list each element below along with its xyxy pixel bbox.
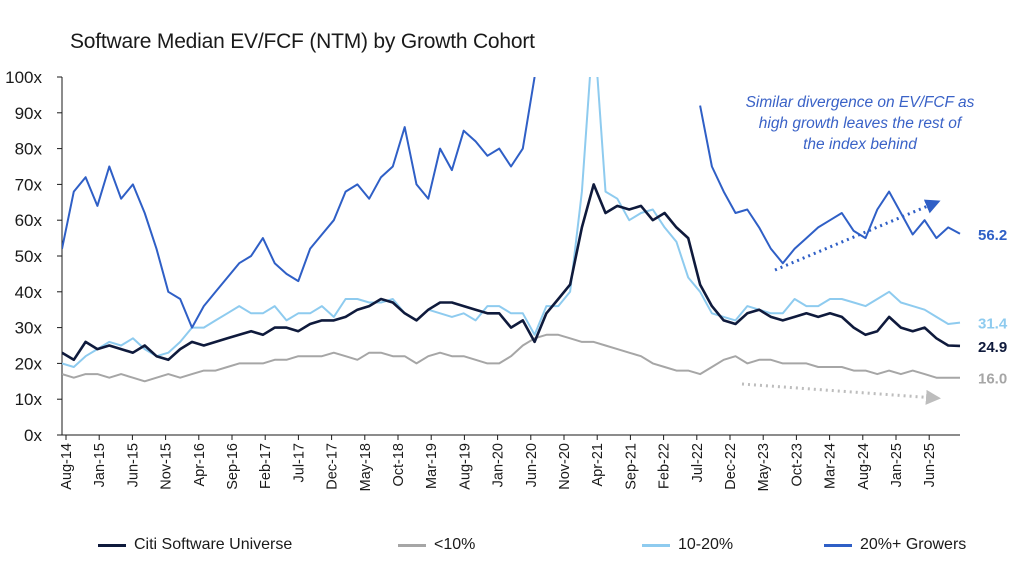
y-tick-label: 100x (5, 68, 42, 87)
x-tick-label: Jun-20 (524, 443, 540, 487)
legend-item: <10% (398, 535, 475, 555)
legend-item: 20%+ Growers (824, 535, 966, 555)
legend-item: Citi Software Universe (98, 535, 292, 555)
legend-label: <10% (434, 536, 476, 553)
end-labels: 24.9 16.0 31.4 56.2 (978, 227, 1008, 388)
x-tick-label: Apr-21 (590, 443, 606, 487)
legend-label: 20%+ Growers (860, 536, 967, 553)
x-tick-label: Dec-17 (325, 443, 341, 490)
end-label: 31.4 (978, 316, 1008, 333)
end-label: 24.9 (978, 339, 1007, 356)
x-tick-label: Jul-17 (291, 443, 307, 483)
x-tick-label: Jan-20 (491, 443, 507, 487)
x-tick-label: Jun-15 (125, 443, 141, 487)
y-axis: 0x 10x 20x 30x 40x 50x 60x 70x 80x 90x 100x (5, 68, 63, 445)
end-label: 16.0 (978, 371, 1007, 388)
annotation-line: high growth leaves the rest of (759, 115, 963, 132)
x-tick-label: Apr-16 (192, 443, 208, 487)
y-tick-label: 90x (15, 104, 43, 123)
series-line-0 (62, 183, 961, 362)
x-tick-label: Sep-21 (623, 443, 639, 490)
x-tick-label: Aug-19 (457, 443, 473, 490)
x-tick-label: May-23 (756, 443, 772, 491)
legend-swatch (398, 543, 426, 547)
x-tick-label: Oct-23 (789, 443, 805, 487)
y-tick-label: 40x (15, 283, 43, 302)
legend-item: 10-20% (642, 535, 733, 555)
annotation-line: Similar divergence on EV/FCF as (746, 94, 975, 111)
legend-swatch (642, 543, 670, 547)
series-line-2 (62, 77, 961, 368)
x-tick-label: Aug-24 (856, 443, 872, 490)
x-tick-label: Jan-15 (92, 443, 108, 487)
legend-label: Citi Software Universe (134, 536, 293, 553)
trend-arrow-up (774, 199, 941, 272)
end-label: 56.2 (978, 227, 1007, 244)
x-tick-label: Nov-20 (557, 443, 573, 490)
series-lines (62, 77, 961, 383)
trend-arrow-down (741, 382, 941, 405)
series-line-3 (62, 77, 961, 329)
y-tick-label: 0x (24, 426, 42, 445)
legend-swatch (98, 543, 126, 547)
x-tick-label: Dec-22 (723, 443, 739, 490)
x-tick-label: Jan-25 (889, 443, 905, 487)
x-tick-label: Aug-14 (59, 443, 75, 490)
y-tick-label: 10x (15, 390, 43, 409)
y-tick-label: 20x (15, 354, 43, 373)
legend-swatch (824, 543, 852, 547)
x-tick-label: Mar-24 (823, 443, 839, 489)
legend-label: 10-20% (678, 536, 734, 553)
y-tick-label: 80x (15, 140, 43, 159)
x-tick-label: Sep-16 (225, 443, 241, 490)
y-tick-label: 50x (15, 247, 43, 266)
chart-title: Software Median EV/FCF (NTM) by Growth C… (70, 30, 535, 53)
x-tick-label: Oct-18 (391, 443, 407, 487)
y-tick-label: 70x (15, 175, 43, 194)
series-line-1 (62, 333, 960, 383)
annotation-line: the index behind (803, 136, 918, 153)
x-tick-label: Mar-19 (424, 443, 440, 489)
x-tick-label: Jul-22 (690, 443, 706, 483)
y-tick-label: 30x (15, 319, 43, 338)
x-tick-label: Jun-25 (922, 443, 938, 487)
x-axis: Aug-14 Jan-15 Jun-15 Nov-15 Apr-16 Sep-16 Feb-… (59, 434, 960, 491)
annotation: Similar divergence on EV/FCF as high grow… (746, 94, 975, 153)
y-tick-label: 60x (15, 211, 43, 230)
trend-arrows (741, 199, 941, 405)
x-tick-label: Feb-22 (657, 443, 673, 489)
x-tick-label: Feb-17 (258, 443, 274, 489)
x-tick-label: Nov-15 (159, 443, 175, 490)
x-tick-label: May-18 (358, 443, 374, 491)
